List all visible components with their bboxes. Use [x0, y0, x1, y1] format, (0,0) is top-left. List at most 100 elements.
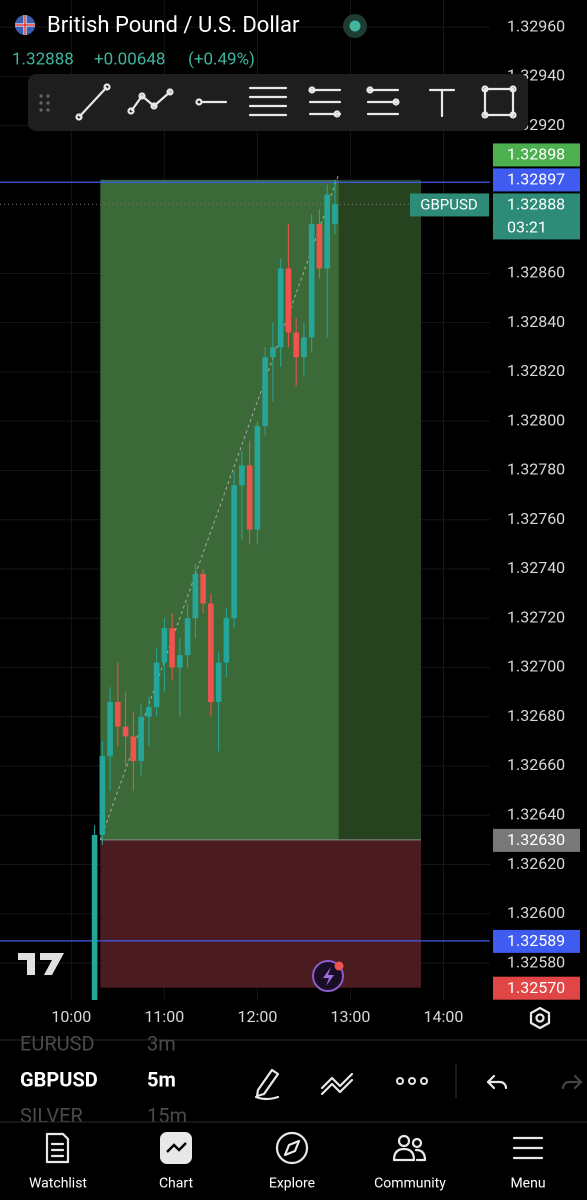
candle-body — [223, 618, 230, 663]
candle-body — [130, 736, 137, 762]
nav-bg — [0, 1122, 587, 1200]
plot-area: 1.329601.329401.329201.328601.328401.328… — [0, 0, 580, 1026]
interval[interactable]: 5m — [147, 1067, 176, 1091]
y-tick-label: 1.32740 — [507, 558, 565, 577]
change-pct: (+0.49%) — [188, 49, 255, 69]
indicators-button[interactable] — [320, 1072, 354, 1096]
y-tick-label: 1.32620 — [507, 854, 565, 873]
candle-body — [115, 701, 121, 727]
candle-body — [91, 834, 98, 1000]
candle-body — [138, 716, 144, 762]
candle-body — [324, 194, 330, 269]
tradingview-logo — [18, 953, 64, 975]
symbol-row[interactable]: EURUSD — [20, 1031, 95, 1055]
x-tick-label: 10:00 — [51, 1007, 91, 1026]
candle-body — [316, 224, 323, 269]
nav-label[interactable]: Explore — [269, 1176, 315, 1192]
settings-center — [535, 1013, 545, 1023]
rectangle-tool[interactable] — [481, 85, 517, 119]
nav-label[interactable]: Watchlist — [29, 1176, 87, 1192]
flag-cross-red — [15, 15, 35, 35]
interval[interactable]: 3m — [147, 1031, 176, 1055]
price-tag-label: 1.32888 — [507, 195, 565, 214]
bolt-icon — [323, 967, 334, 986]
symbol-tag — [410, 193, 489, 217]
symbol-row[interactable]: GBPUSD — [20, 1067, 98, 1091]
y-tick-label: 1.32720 — [507, 607, 565, 626]
path-tool[interactable] — [127, 88, 174, 115]
candle-body — [146, 706, 152, 717]
trend-line-tool[interactable] — [75, 83, 111, 121]
candle-body — [293, 332, 299, 358]
nav-label[interactable]: Chart — [159, 1176, 194, 1192]
chart-icon-line — [166, 1142, 187, 1153]
change: +0.00648 — [94, 49, 165, 69]
candle-body — [107, 701, 113, 757]
candle-body — [231, 485, 237, 619]
redo-button[interactable] — [561, 1074, 583, 1090]
price-tag — [493, 193, 580, 240]
x-tick-label: 14:00 — [424, 1007, 464, 1026]
long-position-tool[interactable] — [308, 86, 342, 118]
drag-handle[interactable] — [39, 94, 50, 112]
price-tag — [493, 929, 580, 953]
y-tick-label: 1.32960 — [507, 16, 565, 35]
fib-tool[interactable] — [248, 86, 288, 117]
y-tick-label: 1.32640 — [507, 804, 565, 823]
y-tick-label: 1.32760 — [507, 509, 565, 528]
price-tag — [493, 828, 580, 852]
candle-body — [200, 573, 206, 604]
text-tool[interactable] — [428, 88, 456, 118]
candle-body — [270, 347, 276, 358]
settings-icon[interactable] — [529, 1006, 551, 1030]
undo-button[interactable] — [486, 1074, 508, 1090]
candle-body — [262, 357, 268, 427]
profit-zone-future — [338, 179, 421, 840]
y-tick-label: 1.32840 — [507, 312, 565, 331]
symbol-tag-label: GBPUSD — [420, 195, 478, 213]
candle-body — [161, 628, 168, 663]
more-button[interactable] — [396, 1077, 428, 1085]
candle-body — [177, 655, 183, 668]
y-tick-label: 1.32820 — [507, 361, 565, 380]
y-tick-label: 1.32580 — [507, 952, 565, 971]
horizontal-ray-tool[interactable] — [195, 98, 228, 106]
short-position-tool[interactable] — [366, 86, 400, 116]
x-tick-label: 13:00 — [331, 1007, 371, 1026]
nav-label[interactable]: Menu — [510, 1176, 545, 1192]
price-tag-label: 1.32589 — [507, 931, 565, 950]
watchlist-icon[interactable] — [45, 1132, 70, 1164]
status-dot — [349, 20, 361, 32]
candle-body — [254, 426, 261, 530]
y-tick-label: 1.32800 — [507, 410, 565, 429]
candle-body — [153, 662, 160, 707]
candle-body — [184, 618, 191, 656]
price-tag — [493, 168, 580, 192]
community-icon[interactable] — [392, 1134, 427, 1162]
candle-body — [215, 662, 222, 702]
explore-icon[interactable] — [275, 1131, 309, 1165]
candle-body — [169, 628, 175, 668]
loss-zone — [100, 839, 422, 988]
countdown: 03:21 — [507, 218, 547, 237]
price-tag-label: 1.32897 — [507, 170, 565, 189]
price-tag-label: 1.32570 — [507, 978, 565, 997]
y-tick-label: 1.32860 — [507, 263, 565, 282]
price-tag — [493, 976, 580, 1000]
bottom-panel: EURUSD 3m GBPUSD 5m SILVER 15m Watchlist… — [0, 1031, 587, 1200]
y-tick-label: 1.32660 — [507, 755, 565, 774]
position-path — [99, 173, 340, 841]
candle-body — [122, 726, 129, 737]
nav-label[interactable]: Community — [374, 1176, 446, 1192]
draw-button[interactable] — [254, 1068, 280, 1101]
candle-body — [246, 465, 253, 530]
candle-body — [277, 268, 284, 348]
symbol-title[interactable]: British Pound / U.S. Dollar — [47, 13, 300, 38]
menu-icon[interactable] — [512, 1136, 544, 1160]
candle-body — [208, 603, 214, 702]
candle-body — [192, 573, 199, 619]
price-tag-label: 1.32898 — [507, 145, 565, 164]
y-tick-label: 1.32780 — [507, 460, 565, 479]
x-tick-label: 12:00 — [237, 1007, 277, 1026]
